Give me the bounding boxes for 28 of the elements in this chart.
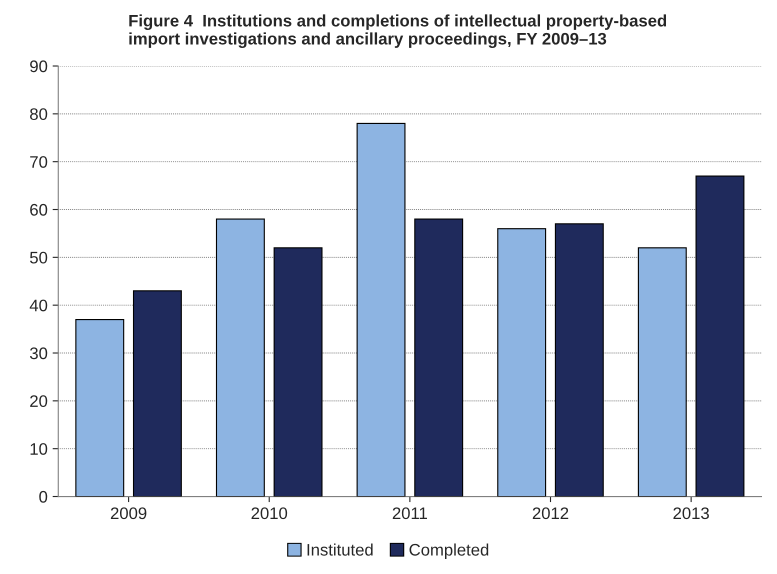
y-tick-label: 40 xyxy=(30,300,48,312)
bar xyxy=(75,318,124,497)
bar xyxy=(696,175,744,497)
y-tick-label: 20 xyxy=(30,395,48,408)
y-tick-label: 80 xyxy=(30,108,48,120)
x-tick-label: 2011 xyxy=(392,507,427,520)
y-tick-label: 30 xyxy=(30,347,48,360)
chart-title: Figure 4 Institutions and completions of intellectual property-based import investigations and ancillary proceedings, FY 2009–13 xyxy=(129,14,666,48)
bar xyxy=(638,247,687,497)
bar xyxy=(554,223,604,497)
x-tick-label: 2009 xyxy=(110,507,146,520)
y-tick-label: 10 xyxy=(30,443,48,455)
legend-label: Completed xyxy=(410,543,488,559)
y-tick-label: 90 xyxy=(30,60,48,72)
y-tick-label: 70 xyxy=(30,156,48,168)
bar xyxy=(216,218,265,497)
bar xyxy=(132,290,182,497)
bar xyxy=(274,247,323,497)
bar xyxy=(497,228,546,497)
y-tick-label: 0 xyxy=(39,490,48,503)
x-tick-label: 2013 xyxy=(673,507,709,520)
legend-label: Instituted xyxy=(308,543,373,556)
bar xyxy=(414,218,464,497)
bar xyxy=(356,122,406,497)
x-tick-label: 2010 xyxy=(252,507,288,520)
y-tick-label: 60 xyxy=(30,204,48,216)
y-tick-label: 50 xyxy=(30,252,48,264)
x-tick-label: 2012 xyxy=(532,507,568,520)
